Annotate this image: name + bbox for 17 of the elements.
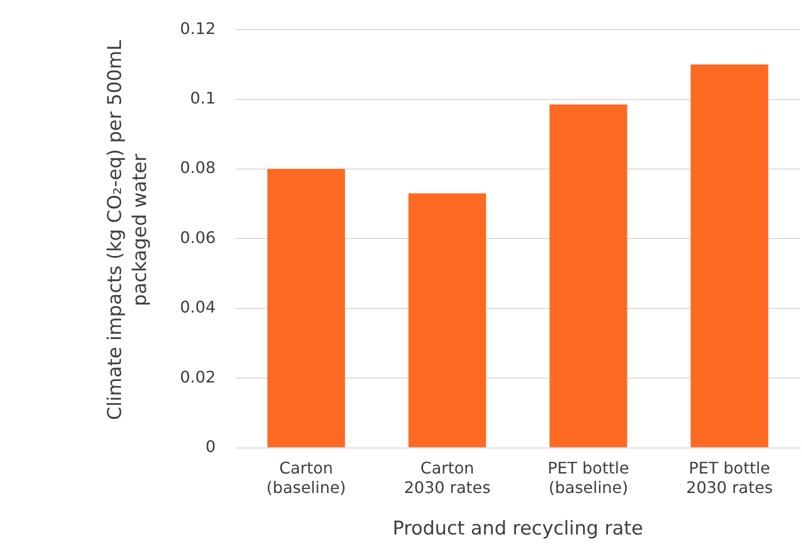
bar <box>408 193 486 448</box>
y-tick-label: 0.04 <box>180 298 216 317</box>
x-tick-label: PET bottle (baseline) <box>548 458 630 497</box>
y-tick-label: 0.08 <box>180 158 216 178</box>
bar <box>550 104 628 448</box>
x-axis-title: Product and recycling rate <box>392 518 644 540</box>
y-tick-label: 0 <box>205 436 216 456</box>
x-tick-label: Carton 2030 rates <box>404 458 491 497</box>
y-tick-label: 0.12 <box>180 18 216 38</box>
y-tick-label: 0.1 <box>190 88 216 108</box>
x-tick-label: PET bottle 2030 rates <box>686 458 773 497</box>
bar <box>690 64 768 448</box>
y-axis-title: Climate impacts (kg CO₂-eq) per 500mL packaged water <box>103 39 152 422</box>
y-tick-label: 0.02 <box>180 367 216 386</box>
y-tick-label: 0.06 <box>180 228 216 247</box>
bar <box>267 169 345 448</box>
x-tick-label: Carton (baseline) <box>266 458 346 497</box>
